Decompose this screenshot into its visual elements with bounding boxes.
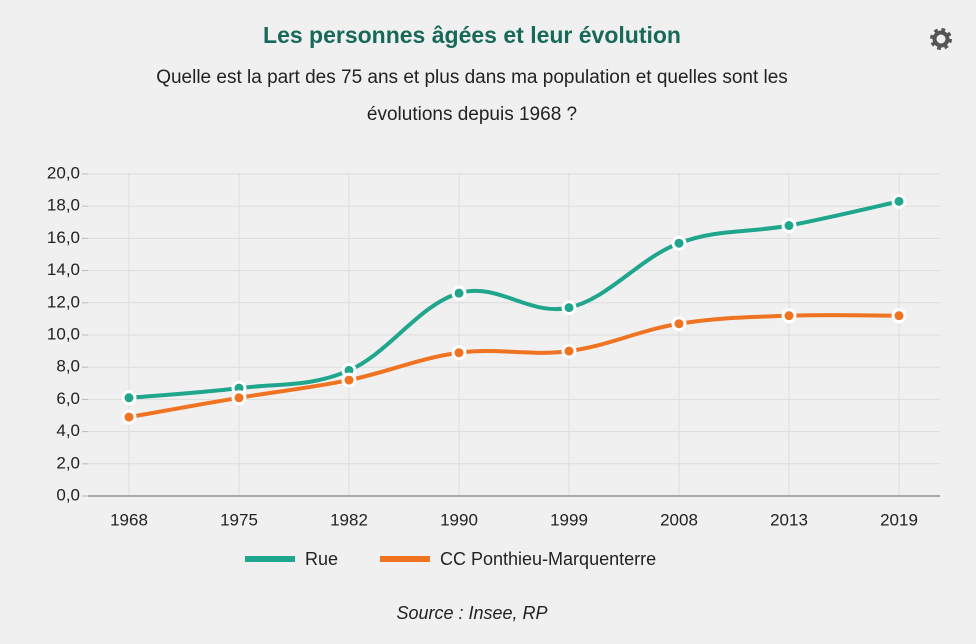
- data-point: [121, 390, 137, 406]
- y-tick-label: 16,0: [47, 228, 80, 247]
- data-point: [781, 308, 797, 324]
- data-point: [451, 285, 467, 301]
- data-point: [121, 409, 137, 425]
- gear-body: [932, 30, 950, 48]
- x-tick-label: 1999: [550, 510, 588, 529]
- y-tick-label: 6,0: [56, 389, 80, 408]
- x-tick-label: 2019: [880, 510, 918, 529]
- data-point: [231, 390, 247, 406]
- x-tick-label: 1975: [220, 510, 258, 529]
- chart-title: Les personnes âgées et leur évolution: [263, 22, 681, 48]
- legend-label: Rue: [305, 549, 338, 569]
- source: Source : Insee, RP: [396, 603, 547, 623]
- y-tick-label: 18,0: [47, 196, 80, 215]
- y-tick-label: 4,0: [56, 421, 80, 440]
- x-tick-label: 2008: [660, 510, 698, 529]
- data-point: [781, 218, 797, 234]
- x-tick-label: 2013: [770, 510, 808, 529]
- chart-subtitle: Quelle est la part des 75 ans et plus da…: [156, 67, 788, 88]
- y-tick-label: 12,0: [47, 292, 80, 311]
- data-point: [891, 193, 907, 209]
- data-point: [451, 345, 467, 361]
- x-tick-label: 1968: [110, 510, 148, 529]
- legend-label: CC Ponthieu-Marquenterre: [440, 549, 656, 569]
- data-point: [561, 343, 577, 359]
- x-tick-label: 1982: [330, 510, 368, 529]
- settings-icon[interactable]: [930, 28, 952, 50]
- y-tick-label: 20,0: [47, 163, 80, 182]
- chart-subtitle: évolutions depuis 1968 ?: [367, 104, 577, 125]
- data-point: [561, 300, 577, 316]
- y-tick-label: 8,0: [56, 357, 80, 376]
- data-point: [891, 308, 907, 324]
- data-point: [341, 372, 357, 388]
- data-point: [671, 235, 687, 251]
- series-line: [128, 313, 900, 420]
- y-tick-label: 0,0: [56, 485, 80, 504]
- y-tick-label: 10,0: [47, 324, 80, 343]
- y-tick-label: 2,0: [56, 453, 80, 472]
- data-point: [671, 316, 687, 332]
- series-line: [128, 199, 900, 400]
- x-tick-label: 1990: [440, 510, 478, 529]
- y-tick-label: 14,0: [47, 260, 80, 279]
